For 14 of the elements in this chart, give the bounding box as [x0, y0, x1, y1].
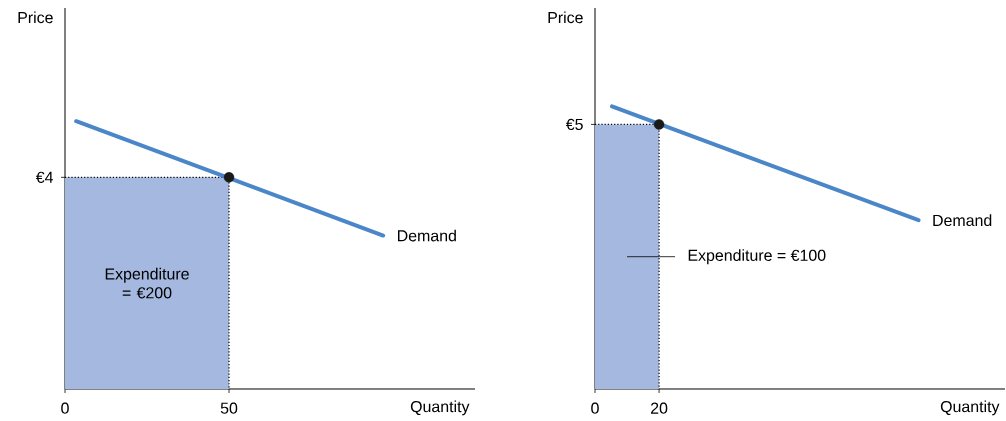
x-tick-label: 0 — [61, 402, 69, 414]
series-label: Demand — [398, 229, 456, 242]
y-tick-label: €4 — [35, 171, 54, 184]
x-axis-title: Quantity — [410, 400, 470, 416]
x-tick-label: 50 — [220, 402, 238, 414]
y-axis-title: Price — [548, 11, 583, 24]
series-label: Demand — [933, 214, 992, 227]
x-axis-title: Quantity — [940, 400, 1000, 416]
y-axis-title: Price — [18, 11, 53, 24]
x-tick-label: 20 — [651, 402, 668, 414]
y-tick-label: €5 — [565, 118, 583, 131]
annotation: Expenditure = €200 — [105, 268, 189, 299]
x-tick-label: 0 — [591, 402, 599, 414]
annotation: Expenditure = €100 — [688, 249, 826, 265]
